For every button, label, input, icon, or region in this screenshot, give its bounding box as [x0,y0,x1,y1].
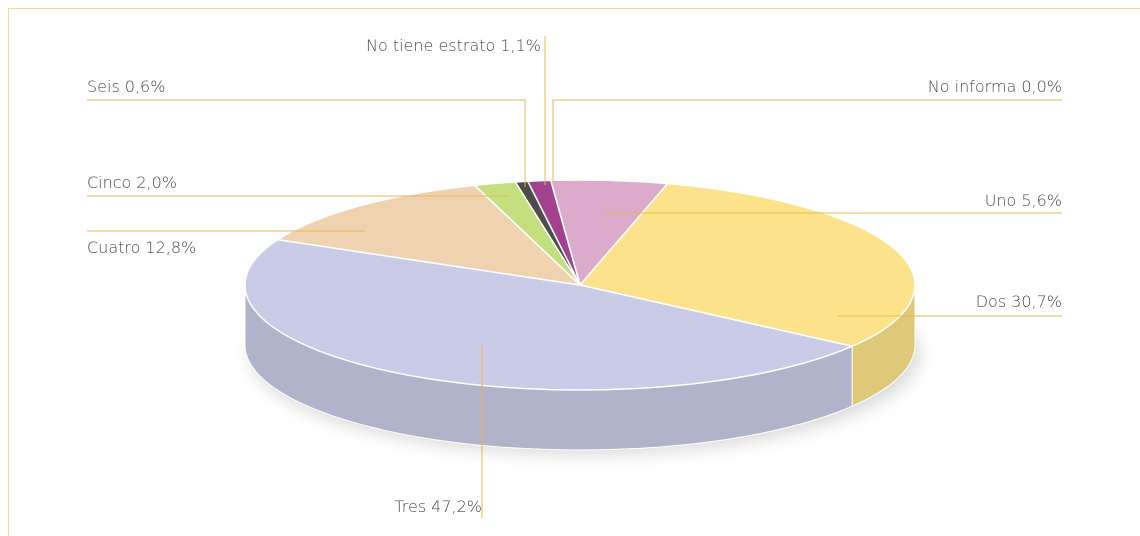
slice [550,179,581,286]
slice-label: Uno 5,6% [985,191,1062,210]
category-name: Cuatro [87,238,140,257]
slice [244,238,853,391]
category-name: Seis [87,77,120,96]
slice-label: Seis 0,6% [87,77,165,96]
category-name: No informa [928,77,1017,96]
slice [277,184,581,286]
value-label: 30,7% [1011,292,1062,311]
pie-tops [244,179,916,391]
slice-label: Tres 47,2% [394,497,482,516]
slice [579,182,916,347]
category-name: Cinco [87,173,131,192]
slice-label: Cuatro 12,8% [87,238,196,257]
value-label: 0,6% [125,77,166,96]
slice-label: Dos 30,7% [976,292,1062,311]
value-label: 0,0% [1021,77,1062,96]
leader-line [87,99,526,187]
category-name: Uno [985,191,1017,210]
category-name: Tres [394,497,426,516]
value-label: 12,8% [145,238,196,257]
value-label: 1,1% [500,36,541,55]
category-name: No tiene estrato [366,36,495,55]
value-label: 47,2% [431,497,482,516]
value-label: 5,6% [1021,191,1062,210]
labels: Uno 5,6% Dos 30,7% Tres 47,2% Cuatro 12,8% Cinco… [87,36,1062,518]
value-label: 2,0% [136,173,177,192]
category-name: Dos [976,292,1006,311]
slice-label: Cinco 2,0% [87,173,177,192]
slice-label: No tiene estrato 1,1% [366,36,541,55]
leader-line [552,99,1062,185]
slice-label: No informa 0,0% [928,77,1062,96]
